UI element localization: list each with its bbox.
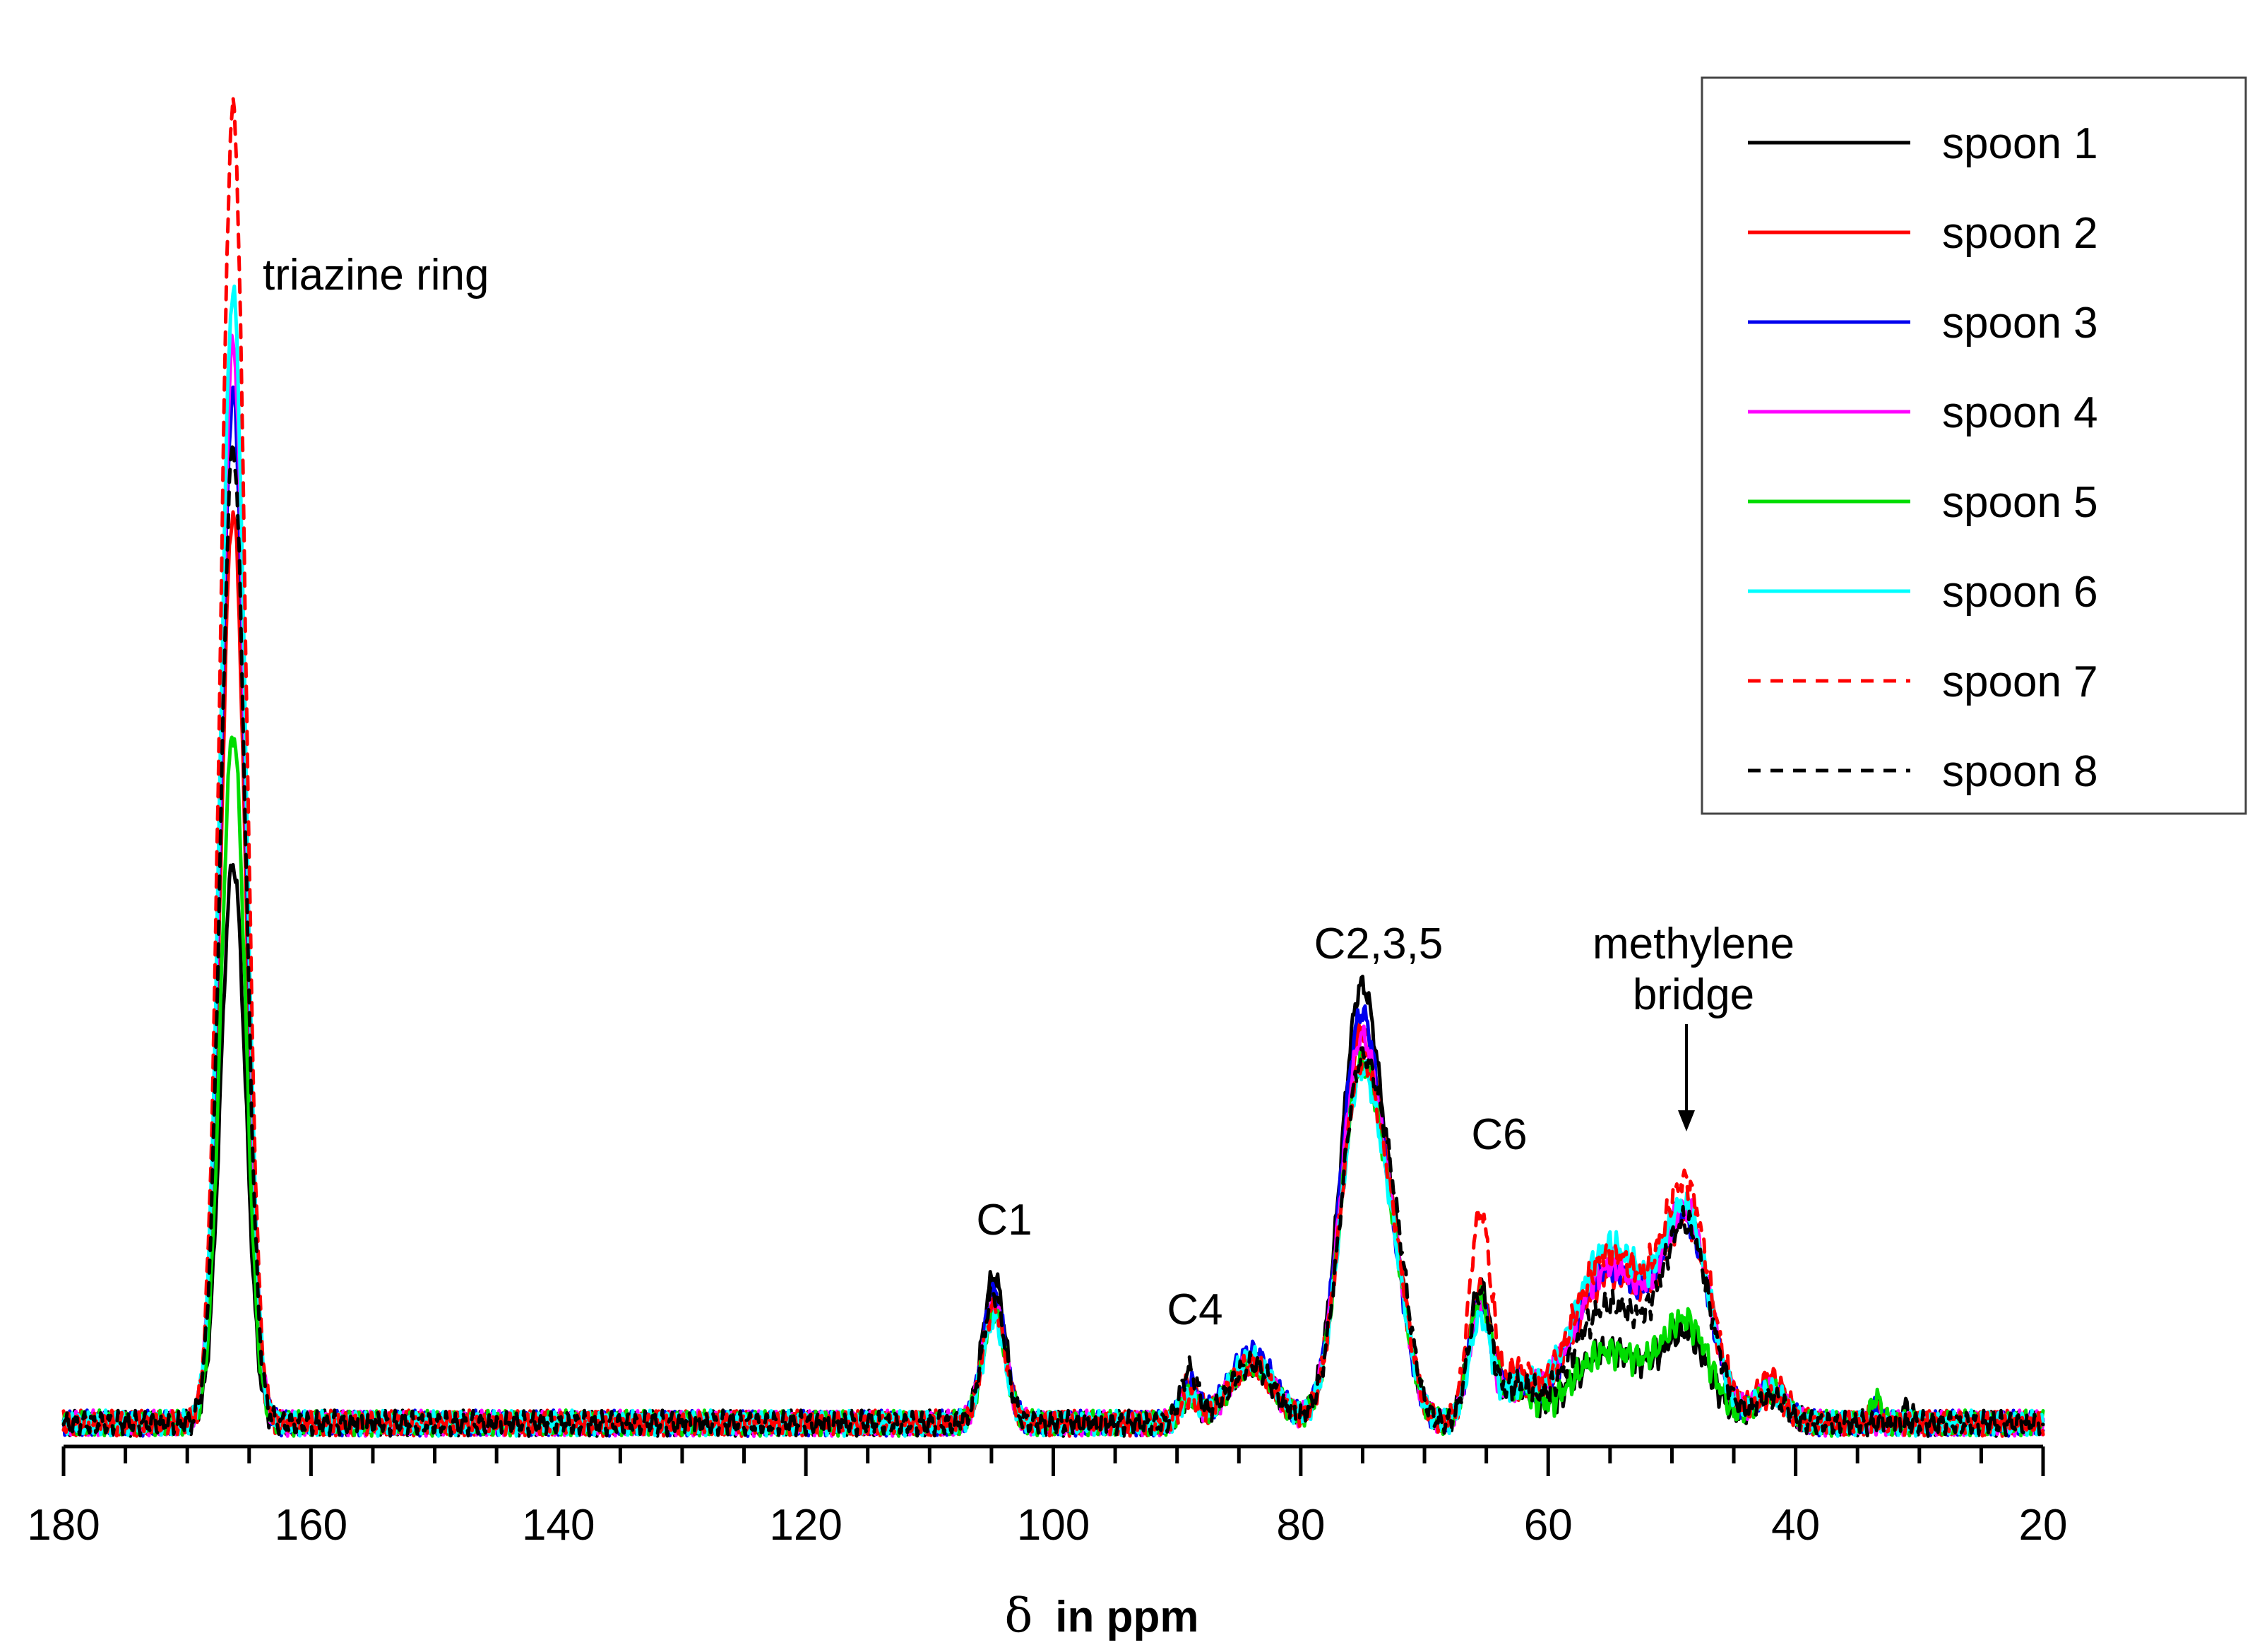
x-axis-label: δ in ppm	[1005, 1588, 1199, 1643]
legend-item: spoon 3	[1748, 299, 2098, 347]
peak-annotations: triazine ring C1 C4 C2,3,5 C6 methylene b…	[263, 251, 1794, 1334]
annotation-c235: C2,3,5	[1314, 920, 1443, 968]
annotation-c6: C6	[1471, 1110, 1527, 1159]
x-tick-label: 160	[275, 1501, 347, 1550]
x-axis-label-text: in ppm	[1055, 1593, 1198, 1641]
series-line-spoon-8	[61, 441, 2045, 1438]
legend-label: spoon 5	[1942, 478, 2098, 527]
legend-item: spoon 1	[1748, 119, 2098, 168]
methylene-arrow	[1678, 1024, 1695, 1131]
annotation-methylene-bridge: methylene bridge	[1593, 920, 1794, 1019]
series-line-spoon-5	[61, 735, 2045, 1438]
x-tick-label: 100	[1017, 1501, 1090, 1550]
legend-box	[1701, 76, 2247, 815]
legend-label: spoon 1	[1942, 119, 2098, 168]
x-tick-label: 60	[1524, 1501, 1573, 1550]
legend-item: spoon 2	[1748, 209, 2098, 258]
annotation-c4: C4	[1167, 1285, 1222, 1334]
legend-label: spoon 7	[1942, 658, 2098, 706]
x-axis-label-symbol: δ	[1005, 1588, 1033, 1643]
series-layer	[61, 95, 2045, 1438]
x-tick-label: 40	[1771, 1501, 1820, 1550]
legend-item: spoon 5	[1748, 478, 2098, 527]
legend-label: spoon 8	[1942, 747, 2098, 796]
legend-item: spoon 4	[1748, 388, 2098, 437]
x-tick-label: 20	[2019, 1501, 2068, 1550]
x-tick-label: 80	[1276, 1501, 1325, 1550]
x-axis: 180 160 140 120 100 80 60 40 20	[27, 1444, 2068, 1550]
x-tick-label: 140	[522, 1501, 595, 1550]
legend-label: spoon 4	[1942, 388, 2098, 437]
annotation-triazine-ring: triazine ring	[263, 251, 489, 299]
legend-label: spoon 6	[1942, 568, 2098, 617]
legend: spoon 1 spoon 2 spoon 3 spoon 4 spoon 5 spoon…	[1701, 76, 2247, 815]
legend-item: spoon 8	[1748, 747, 2098, 796]
legend-item: spoon 6	[1748, 568, 2098, 617]
x-tick-label: 180	[27, 1501, 100, 1550]
x-tick-label: 120	[769, 1501, 842, 1550]
svg-text:δ in ppm: δ in ppm	[1005, 1588, 1199, 1643]
legend-label: spoon 3	[1942, 299, 2098, 347]
legend-item: spoon 7	[1748, 658, 2098, 706]
legend-label: spoon 2	[1942, 209, 2098, 258]
annotation-c1: C1	[976, 1196, 1032, 1244]
